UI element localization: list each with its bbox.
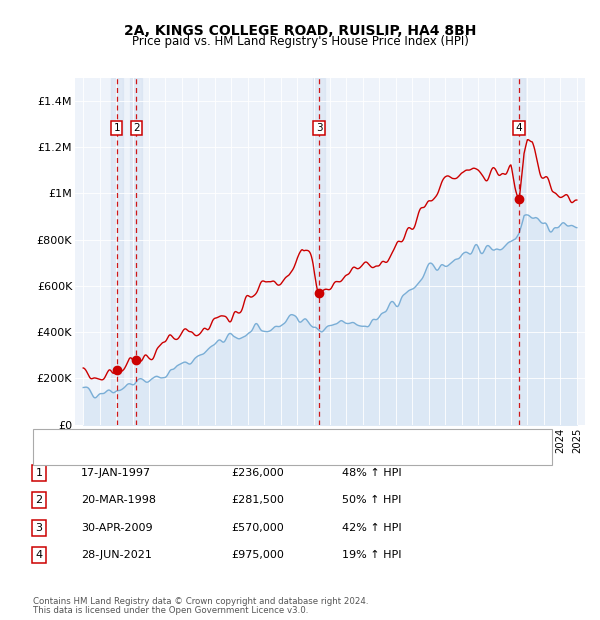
Bar	[313, 78, 325, 425]
Text: ——: ——	[38, 432, 63, 445]
Bar	[111, 78, 122, 425]
Bar	[513, 78, 525, 425]
Text: £975,000: £975,000	[231, 550, 284, 560]
Text: 20-MAR-1998: 20-MAR-1998	[81, 495, 156, 505]
Text: 4: 4	[516, 123, 523, 133]
Text: 17-JAN-1997: 17-JAN-1997	[81, 468, 151, 478]
Text: Price paid vs. HM Land Registry's House Price Index (HPI): Price paid vs. HM Land Registry's House …	[131, 35, 469, 48]
Text: 2A, KINGS COLLEGE ROAD, RUISLIP, HA4 8BH: 2A, KINGS COLLEGE ROAD, RUISLIP, HA4 8BH	[124, 24, 476, 38]
Text: 48% ↑ HPI: 48% ↑ HPI	[342, 468, 401, 478]
Text: HPI: Average price, detached house, Hillingdon: HPI: Average price, detached house, Hill…	[64, 450, 298, 460]
Text: 3: 3	[35, 523, 43, 533]
Text: 3: 3	[316, 123, 322, 133]
Text: 2A, KINGS COLLEGE ROAD, RUISLIP, HA4 8BH (detached house): 2A, KINGS COLLEGE ROAD, RUISLIP, HA4 8BH…	[64, 434, 381, 444]
Text: ——: ——	[38, 449, 63, 462]
Text: 28-JUN-2021: 28-JUN-2021	[81, 550, 152, 560]
Text: 2: 2	[133, 123, 140, 133]
Text: 1: 1	[35, 468, 43, 478]
Text: 4: 4	[35, 550, 43, 560]
Text: Contains HM Land Registry data © Crown copyright and database right 2024.: Contains HM Land Registry data © Crown c…	[33, 597, 368, 606]
Text: 2: 2	[35, 495, 43, 505]
Text: 30-APR-2009: 30-APR-2009	[81, 523, 152, 533]
Text: 1: 1	[113, 123, 120, 133]
Text: 19% ↑ HPI: 19% ↑ HPI	[342, 550, 401, 560]
Text: 50% ↑ HPI: 50% ↑ HPI	[342, 495, 401, 505]
Bar	[130, 78, 142, 425]
Text: 42% ↑ HPI: 42% ↑ HPI	[342, 523, 401, 533]
Text: £236,000: £236,000	[231, 468, 284, 478]
Text: £281,500: £281,500	[231, 495, 284, 505]
Text: This data is licensed under the Open Government Licence v3.0.: This data is licensed under the Open Gov…	[33, 606, 308, 615]
Text: £570,000: £570,000	[231, 523, 284, 533]
